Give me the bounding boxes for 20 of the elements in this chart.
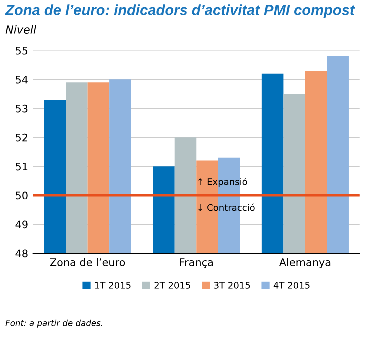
x-tick-label: França bbox=[180, 258, 213, 268]
chart-title: Zona de l’euro: indicadors d’activitat PMI compost bbox=[5, 4, 356, 18]
annotation: ↑ Expansió bbox=[198, 178, 248, 188]
y-tick-label: 51 bbox=[16, 162, 28, 171]
y-tick-label: 50 bbox=[16, 192, 28, 200]
legend-label: 1T 2015 bbox=[95, 282, 131, 289]
y-tick-label: 49 bbox=[16, 220, 28, 229]
y-tick-label: 54 bbox=[16, 76, 28, 84]
legend-label: 3T 2015 bbox=[214, 282, 250, 289]
legend-label: 2T 2015 bbox=[154, 282, 190, 289]
y-tick-label: 52 bbox=[16, 134, 28, 142]
x-tick-label: Zona de l’euro bbox=[50, 258, 126, 266]
chart-subtitle: Nivell bbox=[6, 25, 36, 34]
x-tick-label: Alemanya bbox=[279, 258, 331, 268]
annotation: ↓ Contracció bbox=[198, 204, 255, 212]
legend-label: 4T 2015 bbox=[274, 282, 310, 289]
y-tick-label: 48 bbox=[16, 250, 28, 258]
y-tick-label: 55 bbox=[16, 47, 28, 55]
y-tick-label: 53 bbox=[16, 104, 28, 113]
text: Font: a partir de dades. bbox=[6, 320, 102, 328]
